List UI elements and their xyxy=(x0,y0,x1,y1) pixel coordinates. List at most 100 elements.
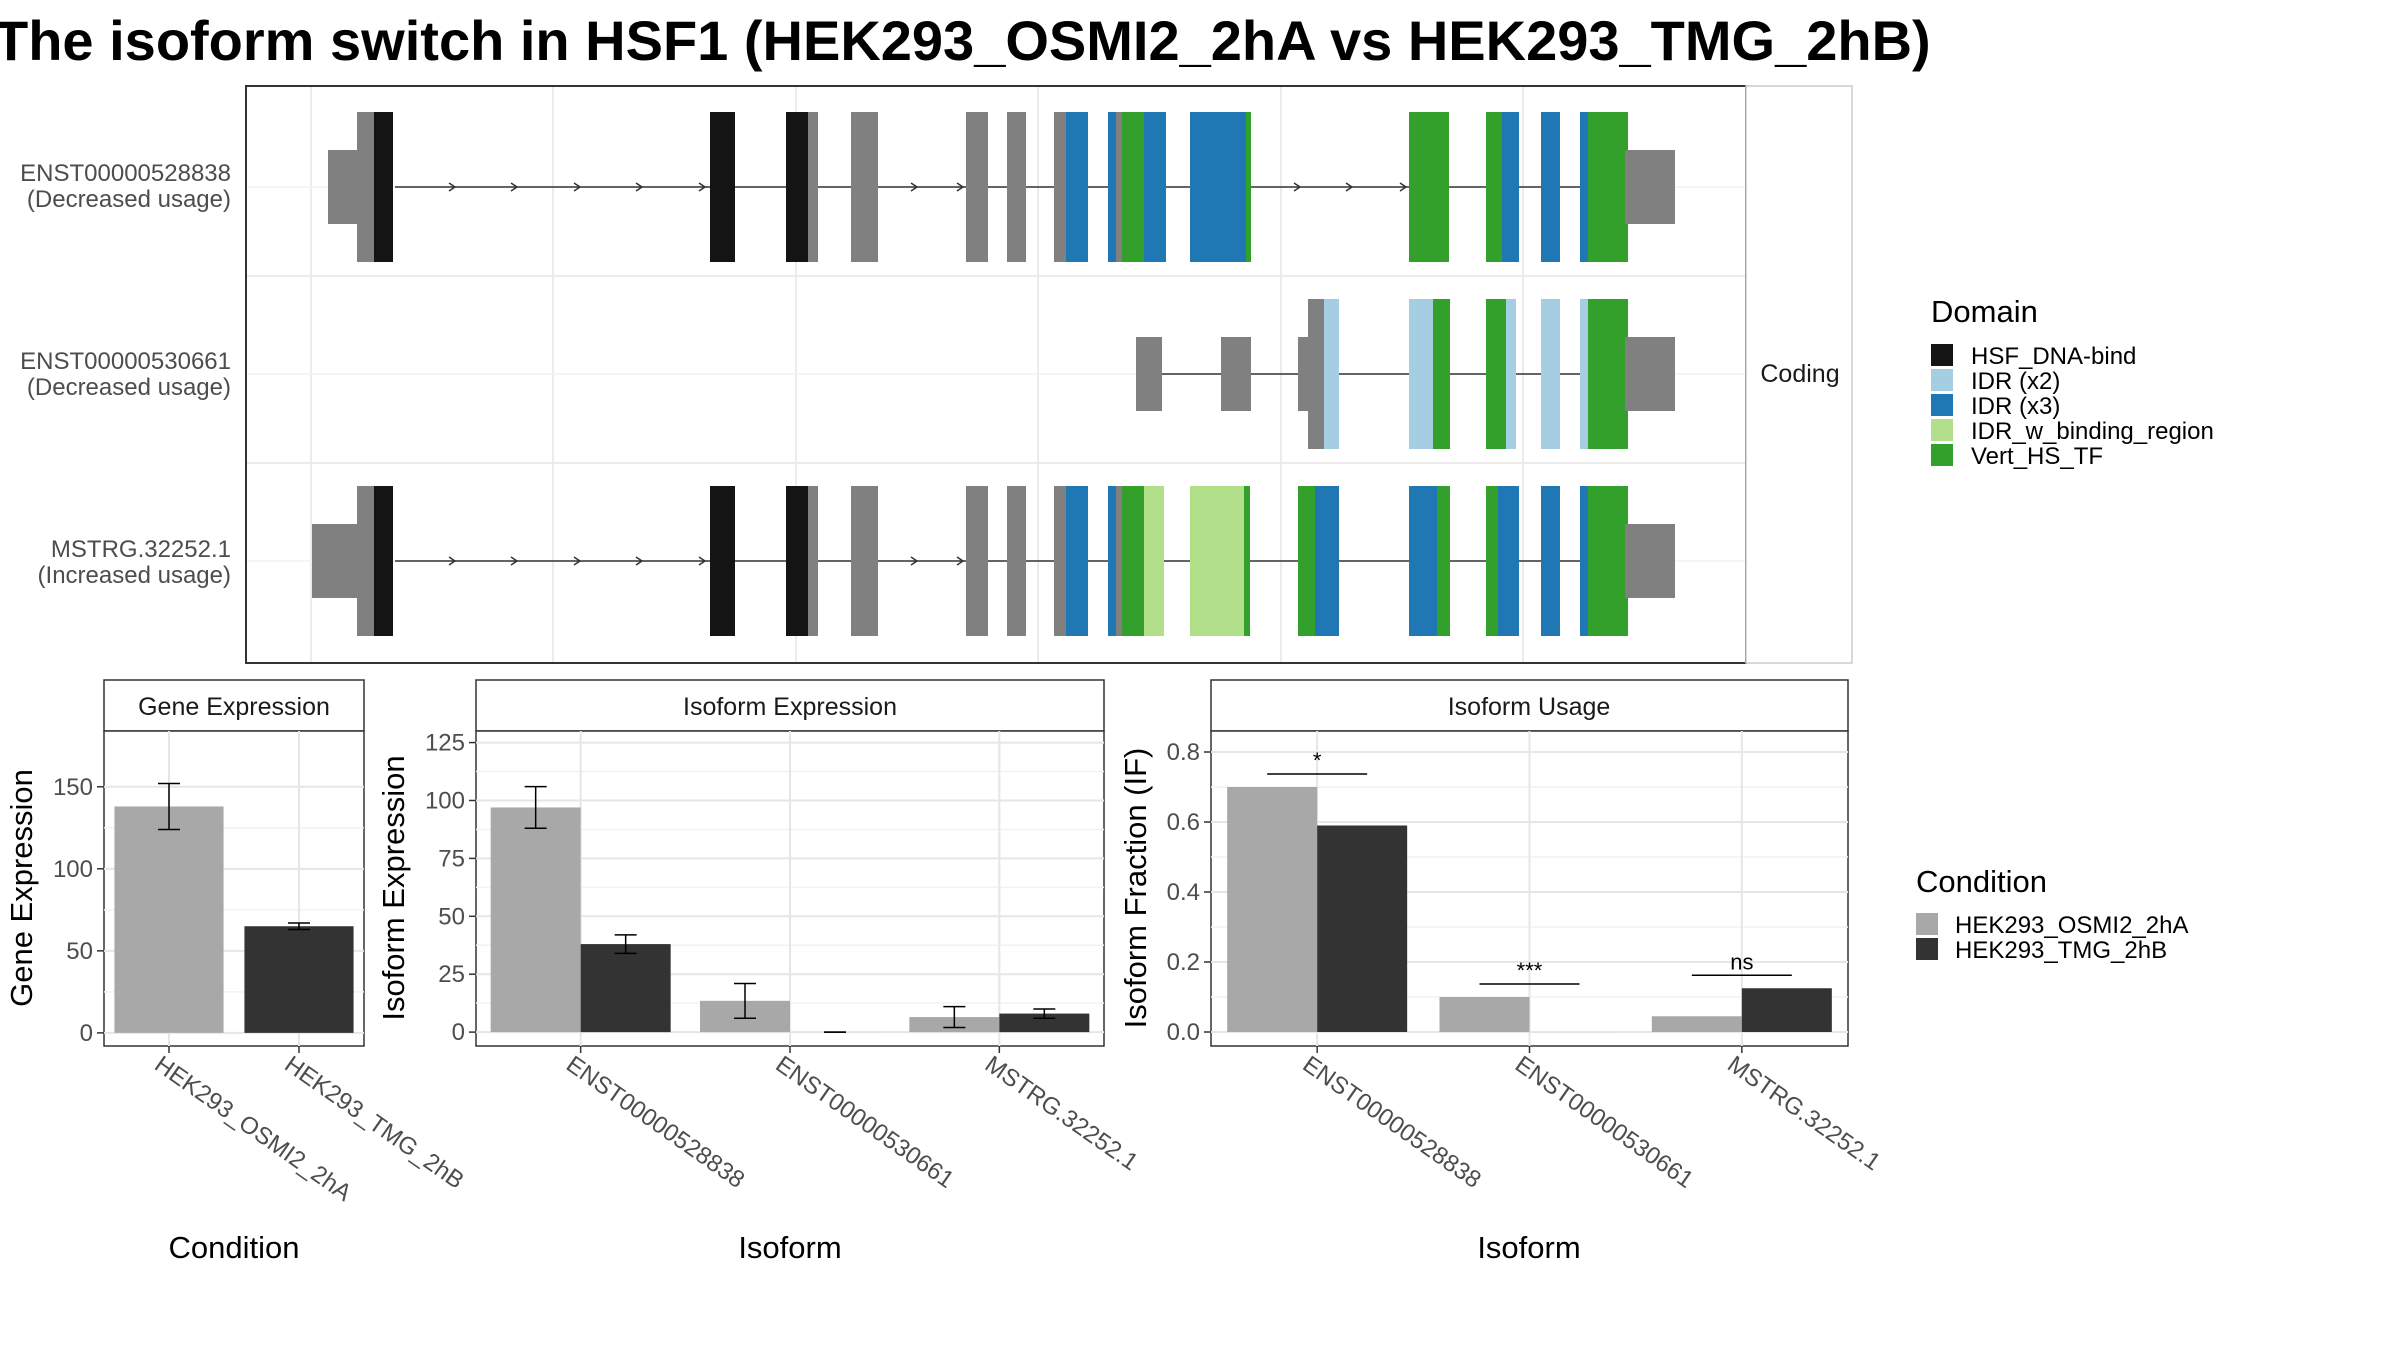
legend-swatch-tmg xyxy=(1916,938,1938,960)
exon-block xyxy=(1580,112,1588,262)
exon-block xyxy=(786,486,808,636)
gene-expression-ylabel: Gene Expression xyxy=(4,769,39,1007)
isoform-usage-bar xyxy=(1651,1016,1742,1032)
exon-block xyxy=(357,486,374,636)
isoform-usage-x-tick-label: ENST00000530661 xyxy=(1510,1051,1698,1194)
exon-block xyxy=(1625,337,1675,411)
isoform-expression-bar xyxy=(580,944,671,1033)
exon-block xyxy=(328,150,358,224)
isoform-expression-bar xyxy=(999,1013,1090,1033)
exon-block xyxy=(1190,486,1244,636)
exon-block xyxy=(1054,112,1066,262)
intron-direction-arrow xyxy=(635,182,644,192)
gene-expression-title: Gene Expression xyxy=(138,693,330,721)
exon-block xyxy=(1502,112,1519,262)
exon-block xyxy=(1315,486,1339,636)
legend-label-idr-x3: IDR (x3) xyxy=(1971,393,2060,420)
exon-block xyxy=(1116,486,1122,636)
exon-block xyxy=(1541,112,1560,262)
gene-expression-bar xyxy=(244,926,354,1033)
exon-block xyxy=(710,112,735,262)
exon-block xyxy=(1486,299,1506,449)
domain-legend: Domain HSF_DNA-bind IDR (x2) IDR (x3) ID… xyxy=(1931,294,2214,470)
exon-block xyxy=(1066,112,1088,262)
legend-swatch-hsf-dna-bind xyxy=(1931,344,1953,366)
isoform-expression-y-tick-label: 25 xyxy=(438,961,465,988)
exon-block xyxy=(1409,299,1433,449)
isoform-usage-y-tick-label: 0.0 xyxy=(1167,1019,1200,1046)
isoform-usage-y-tick-label: 0.8 xyxy=(1167,739,1200,766)
exon-block xyxy=(1625,524,1675,598)
isoform-expression-xlabel: Isoform xyxy=(738,1230,841,1265)
exon-block xyxy=(1190,112,1246,262)
legend-label-hsf-dna-bind: HSF_DNA-bind xyxy=(1971,343,2136,370)
intron-direction-arrow xyxy=(573,556,582,566)
exon-block xyxy=(808,486,818,636)
legend-swatch-idr-w-binding xyxy=(1931,419,1953,441)
intron-direction-arrow xyxy=(1293,182,1302,192)
isoform-usage-significance-label: ns xyxy=(1730,949,1753,974)
isoform-label-1: ENST00000528838 xyxy=(20,160,231,187)
exon-block xyxy=(1588,112,1628,262)
exon-block xyxy=(1506,299,1516,449)
exon-block xyxy=(1136,337,1162,411)
legend-swatch-vert-hs-tf xyxy=(1931,444,1953,466)
exon-block xyxy=(1122,112,1144,262)
condition-legend-title: Condition xyxy=(1916,864,2047,899)
exon-block xyxy=(1588,299,1628,449)
intron-direction-arrow xyxy=(956,556,965,566)
figure-title: The isoform switch in HSF1 (HEK293_OSMI2… xyxy=(0,9,1931,72)
gene-expression-bar xyxy=(114,806,224,1033)
facet-strip xyxy=(1745,85,1853,664)
isoform-usage-significance-label: *** xyxy=(1517,958,1543,983)
isoform-usage-y-tick-label: 0.6 xyxy=(1167,809,1200,836)
isoform-expression-strip xyxy=(475,679,1105,732)
intron-direction-arrow xyxy=(1399,182,1408,192)
intron-direction-arrow xyxy=(573,182,582,192)
isoform-expression-bar xyxy=(490,807,581,1033)
exon-block xyxy=(374,112,393,262)
exon-block xyxy=(966,486,988,636)
exon-block xyxy=(1409,112,1449,262)
isoform-usage-title: Isoform Usage xyxy=(1448,693,1611,721)
isoform-expression-y-tick-label: 75 xyxy=(438,845,465,872)
exon-block xyxy=(1298,486,1315,636)
exon-block xyxy=(1144,112,1166,262)
exon-block xyxy=(851,112,878,262)
isoform-usage-xlabel: Isoform xyxy=(1477,1230,1580,1265)
isoform-usage-ylabel: Isoform Fraction (IF) xyxy=(1118,748,1153,1029)
condition-legend: Condition HEK293_OSMI2_2hA HEK293_TMG_2h… xyxy=(1916,864,2188,964)
intron-direction-arrow xyxy=(448,556,457,566)
isoform-label-2: ENST00000530661 xyxy=(20,348,231,375)
facet-label-coding: Coding xyxy=(1760,360,1839,388)
exon-block xyxy=(851,486,878,636)
isoform-usage-y-tick-label: 0.4 xyxy=(1167,879,1200,906)
gene-expression-xlabel: Condition xyxy=(169,1230,300,1265)
exon-block xyxy=(1144,486,1164,636)
isoform-usage-bar xyxy=(1439,997,1530,1032)
legend-swatch-idr-x3 xyxy=(1931,394,1953,416)
exon-block xyxy=(1324,299,1339,449)
isoform-usage-bar xyxy=(1741,988,1832,1032)
isoform-expression-y-tick-label: 50 xyxy=(438,903,465,930)
isoform-usage-1: (Decreased usage) xyxy=(27,186,231,213)
exon-block xyxy=(1437,486,1450,636)
domain-legend-title: Domain xyxy=(1931,294,2038,329)
isoform-expression-y-tick-label: 0 xyxy=(452,1019,465,1046)
exon-block xyxy=(1580,299,1588,449)
gene-expression-y-tick-label: 150 xyxy=(53,774,93,801)
exon-block xyxy=(1486,486,1498,636)
isoform-expression-x-tick-label: ENST00000530661 xyxy=(771,1051,959,1194)
exon-block xyxy=(312,524,358,598)
isoform-expression-title: Isoform Expression xyxy=(683,693,897,721)
intron-direction-arrow xyxy=(448,182,457,192)
gene-expression-y-tick-label: 0 xyxy=(80,1020,93,1047)
exon-block xyxy=(357,112,374,262)
exon-block xyxy=(1580,486,1588,636)
exon-block xyxy=(1007,486,1026,636)
isoform-usage-3: (Increased usage) xyxy=(38,562,231,589)
exon-block xyxy=(1498,486,1519,636)
isoform-structure-panel: Coding ENST00000528838 (Decreased usage)… xyxy=(20,85,1853,664)
intron-direction-arrow xyxy=(910,182,919,192)
